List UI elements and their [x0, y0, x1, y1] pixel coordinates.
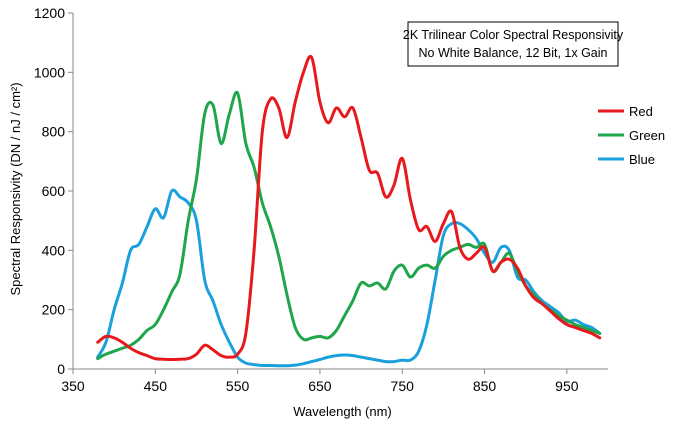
y-tick-label: 1000 — [34, 64, 65, 80]
legend-label-green: Green — [629, 128, 665, 143]
x-tick-label: 350 — [61, 378, 85, 394]
series-line-green — [96, 90, 602, 361]
legend-label-red: Red — [629, 104, 653, 119]
x-ticks: 350 450 550 650 750 850 950 — [61, 369, 579, 394]
x-tick-label: 550 — [226, 378, 250, 394]
chart-title-line-2: No White Balance, 12 Bit, 1x Gain — [419, 46, 608, 60]
y-tick-label: 400 — [42, 242, 66, 258]
x-axis-title: Wavelength (nm) — [293, 404, 392, 419]
chart-title-box: 2K Trilinear Color Spectral Responsivity… — [403, 21, 624, 67]
y-tick-label: 0 — [57, 361, 65, 377]
y-tick-label: 1200 — [34, 5, 65, 21]
y-tick-label: 600 — [42, 183, 66, 199]
x-tick-label: 850 — [473, 378, 497, 394]
y-tick-label: 200 — [42, 302, 66, 318]
x-tick-label: 650 — [308, 378, 332, 394]
legend: Red Green Blue — [598, 104, 665, 167]
x-tick-label: 450 — [144, 378, 168, 394]
y-axis-title: Spectral Responsivity (DN / nJ / cm²) — [8, 82, 23, 295]
series-group — [96, 54, 602, 368]
y-tick-label: 800 — [42, 124, 66, 140]
series-line-blue — [96, 188, 602, 368]
chart-title-frame — [407, 21, 619, 67]
x-tick-label: 750 — [391, 378, 415, 394]
chart-title-line-1: 2K Trilinear Color Spectral Responsivity — [403, 28, 624, 42]
legend-label-blue: Blue — [629, 152, 655, 167]
x-tick-label: 950 — [555, 378, 579, 394]
y-ticks: 0 200 400 600 800 1000 1200 — [34, 5, 73, 377]
series-line-red — [96, 54, 602, 362]
